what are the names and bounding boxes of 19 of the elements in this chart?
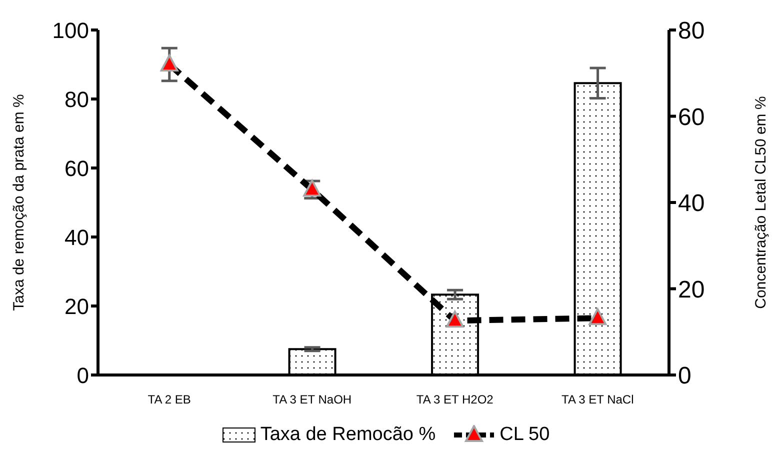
x-tick-label: TA 2 EB — [148, 392, 191, 407]
y2-axis-title: Concentração Letal CL50 em % — [752, 96, 770, 309]
y2-tick-label: 60 — [678, 104, 705, 131]
y-tick-label: 60 — [64, 156, 89, 181]
y-axis-title: Taxa de remoção da prata em % — [10, 94, 28, 311]
y-tick-label: 40 — [64, 224, 89, 250]
y-tick-label: 0 — [76, 362, 89, 388]
y-tick-label: 20 — [64, 294, 89, 319]
y-tick-label: 100 — [52, 18, 89, 43]
y2-tick-label: 20 — [678, 276, 705, 304]
y2-tick-label: 80 — [678, 18, 705, 45]
x-tick-label: TA 3 ET NaCl — [562, 392, 634, 407]
x-tick-label: TA 3 ET NaOH — [272, 392, 352, 407]
y2-tick-label: 0 — [678, 362, 692, 390]
x-tick-label: TA 3 ET H2O2 — [416, 392, 494, 407]
text: Taxa de Remocão % — [260, 424, 436, 446]
y2-tick-label: 40 — [678, 190, 705, 218]
y-tick-label: 80 — [64, 86, 89, 112]
legend-label: CL 50 — [500, 424, 550, 446]
